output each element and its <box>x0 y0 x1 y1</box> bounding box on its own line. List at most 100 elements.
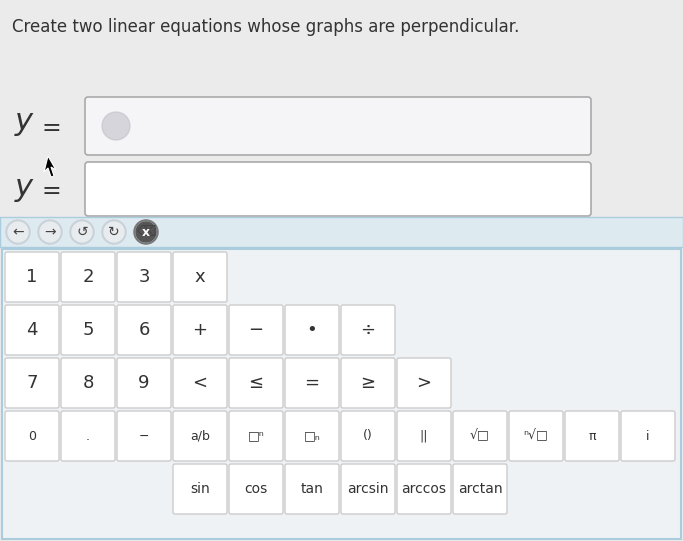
FancyBboxPatch shape <box>565 411 619 461</box>
Text: −: − <box>139 430 150 443</box>
Polygon shape <box>44 156 56 177</box>
FancyBboxPatch shape <box>117 358 171 408</box>
Text: =: = <box>305 374 320 392</box>
Text: .: . <box>86 430 90 443</box>
Circle shape <box>136 222 156 242</box>
Circle shape <box>6 220 30 244</box>
Text: Create two linear equations whose graphs are perpendicular.: Create two linear equations whose graphs… <box>12 18 519 36</box>
Circle shape <box>40 222 60 242</box>
Text: arccos: arccos <box>402 482 447 496</box>
FancyBboxPatch shape <box>173 252 227 302</box>
Text: ≤: ≤ <box>249 374 264 392</box>
Text: □ₙ: □ₙ <box>304 430 320 443</box>
FancyBboxPatch shape <box>117 252 171 302</box>
FancyBboxPatch shape <box>397 411 451 461</box>
FancyBboxPatch shape <box>285 358 339 408</box>
Text: 0: 0 <box>28 430 36 443</box>
Text: √□: √□ <box>470 430 490 443</box>
Text: 7: 7 <box>26 374 38 392</box>
Text: a/b: a/b <box>190 430 210 443</box>
FancyBboxPatch shape <box>117 305 171 355</box>
Text: +: + <box>193 321 208 339</box>
Text: •: • <box>307 321 318 339</box>
Circle shape <box>104 222 124 242</box>
FancyBboxPatch shape <box>229 305 283 355</box>
FancyBboxPatch shape <box>85 162 591 216</box>
Circle shape <box>102 220 126 244</box>
Text: 3: 3 <box>138 268 150 286</box>
FancyBboxPatch shape <box>229 464 283 514</box>
Text: ⌫: ⌫ <box>136 225 156 239</box>
Circle shape <box>102 112 130 140</box>
Text: −: − <box>249 321 264 339</box>
Text: →: → <box>44 225 56 239</box>
Text: (): () <box>363 430 373 443</box>
Text: $=$: $=$ <box>37 114 61 138</box>
FancyBboxPatch shape <box>229 411 283 461</box>
Text: π: π <box>588 430 596 443</box>
Text: 4: 4 <box>26 321 38 339</box>
FancyBboxPatch shape <box>229 358 283 408</box>
Text: <: < <box>193 374 208 392</box>
Text: ↺: ↺ <box>76 225 88 239</box>
Text: >: > <box>417 374 432 392</box>
Circle shape <box>134 220 158 244</box>
Text: 8: 8 <box>83 374 94 392</box>
Text: $y$: $y$ <box>14 108 35 138</box>
FancyBboxPatch shape <box>5 358 59 408</box>
FancyBboxPatch shape <box>5 411 59 461</box>
Text: ↻: ↻ <box>108 225 120 239</box>
FancyBboxPatch shape <box>341 464 395 514</box>
FancyBboxPatch shape <box>173 464 227 514</box>
Text: x: x <box>142 226 150 239</box>
Text: x: x <box>195 268 206 286</box>
Circle shape <box>136 222 156 242</box>
Text: 5: 5 <box>82 321 94 339</box>
Text: arcsin: arcsin <box>347 482 389 496</box>
Circle shape <box>72 222 92 242</box>
Text: ≥: ≥ <box>361 374 376 392</box>
FancyBboxPatch shape <box>453 411 507 461</box>
Text: 1: 1 <box>27 268 38 286</box>
FancyBboxPatch shape <box>61 305 115 355</box>
FancyBboxPatch shape <box>285 411 339 461</box>
Text: ←: ← <box>12 225 24 239</box>
Circle shape <box>8 222 28 242</box>
FancyBboxPatch shape <box>85 97 591 155</box>
Text: arctan: arctan <box>458 482 502 496</box>
FancyBboxPatch shape <box>5 305 59 355</box>
FancyBboxPatch shape <box>173 358 227 408</box>
FancyBboxPatch shape <box>117 411 171 461</box>
FancyBboxPatch shape <box>509 411 563 461</box>
FancyBboxPatch shape <box>61 358 115 408</box>
FancyBboxPatch shape <box>61 411 115 461</box>
FancyBboxPatch shape <box>285 464 339 514</box>
FancyBboxPatch shape <box>0 217 683 247</box>
Circle shape <box>70 220 94 244</box>
Text: ÷: ÷ <box>361 321 376 339</box>
FancyBboxPatch shape <box>5 252 59 302</box>
FancyBboxPatch shape <box>341 305 395 355</box>
FancyBboxPatch shape <box>285 305 339 355</box>
Text: $y$: $y$ <box>14 174 35 204</box>
FancyBboxPatch shape <box>397 464 451 514</box>
Text: 9: 9 <box>138 374 150 392</box>
Text: 2: 2 <box>82 268 94 286</box>
FancyBboxPatch shape <box>61 252 115 302</box>
FancyBboxPatch shape <box>173 305 227 355</box>
Text: □ⁿ: □ⁿ <box>248 430 264 443</box>
FancyBboxPatch shape <box>2 249 681 539</box>
FancyBboxPatch shape <box>453 464 507 514</box>
Circle shape <box>38 220 62 244</box>
Text: tan: tan <box>301 482 324 496</box>
Text: ||: || <box>420 430 428 443</box>
FancyBboxPatch shape <box>621 411 675 461</box>
Circle shape <box>134 220 158 244</box>
Text: sin: sin <box>190 482 210 496</box>
Text: ⁿ√□: ⁿ√□ <box>524 430 548 443</box>
Text: $=$: $=$ <box>37 177 61 201</box>
FancyBboxPatch shape <box>341 411 395 461</box>
FancyBboxPatch shape <box>341 358 395 408</box>
Text: i: i <box>646 430 650 443</box>
FancyBboxPatch shape <box>397 358 451 408</box>
